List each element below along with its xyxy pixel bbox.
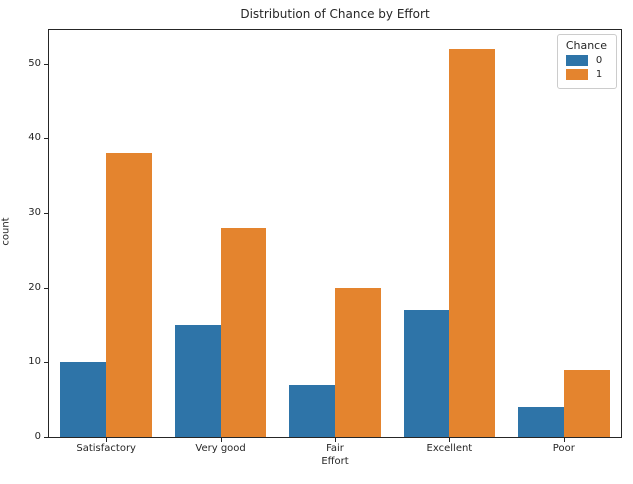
legend-label: 0 xyxy=(595,55,603,66)
x-tick-mark xyxy=(563,438,565,442)
bar-fair-chance-0 xyxy=(289,384,335,437)
y-tick-label: 40 xyxy=(28,132,41,144)
legend-swatch-icon xyxy=(565,69,588,80)
bar-poor-chance-0 xyxy=(518,407,564,437)
bar-excellent-chance-0 xyxy=(403,310,450,437)
legend-swatch-icon xyxy=(565,55,588,66)
y-tick-label: 50 xyxy=(28,57,41,69)
bar-satisfactory-chance-1 xyxy=(106,153,152,437)
legend-label: 1 xyxy=(595,69,603,80)
bar-excellent-chance-1 xyxy=(449,48,496,437)
bar-very-good-chance-1 xyxy=(220,227,267,437)
y-tick-mark xyxy=(44,138,48,140)
legend-title: Chance xyxy=(565,39,607,52)
y-tick-mark xyxy=(44,362,48,364)
y-tick-mark xyxy=(44,437,48,438)
x-tick-label: Satisfactory xyxy=(76,443,136,454)
x-tick-label: Poor xyxy=(552,443,575,454)
x-tick-mark xyxy=(335,438,336,442)
y-tick-mark xyxy=(44,287,48,289)
x-tick-label: Fair xyxy=(326,443,344,454)
x-tick-label: Very good xyxy=(195,443,246,454)
bar-poor-chance-1 xyxy=(563,369,610,437)
y-tick-label: 20 xyxy=(28,281,41,293)
y-tick-mark xyxy=(44,212,48,214)
bar-fair-chance-1 xyxy=(335,287,381,437)
y-tick-mark xyxy=(44,63,48,65)
x-tick-mark xyxy=(106,438,108,442)
x-axis-label: Effort xyxy=(321,456,349,467)
y-tick-label: 0 xyxy=(34,431,41,442)
chart-title: Distribution of Chance by Effort xyxy=(240,7,430,21)
legend-row-chance-0: 0 xyxy=(565,55,607,66)
x-tick-mark xyxy=(449,438,451,442)
x-tick-label: Excellent xyxy=(426,443,473,454)
y-tick-label: 30 xyxy=(28,206,41,218)
y-tick-label: 10 xyxy=(28,356,41,368)
legend-row-chance-1: 1 xyxy=(565,69,607,80)
bar-satisfactory-chance-0 xyxy=(60,362,107,437)
bar-very-good-chance-0 xyxy=(174,324,221,437)
x-tick-mark xyxy=(220,438,222,442)
